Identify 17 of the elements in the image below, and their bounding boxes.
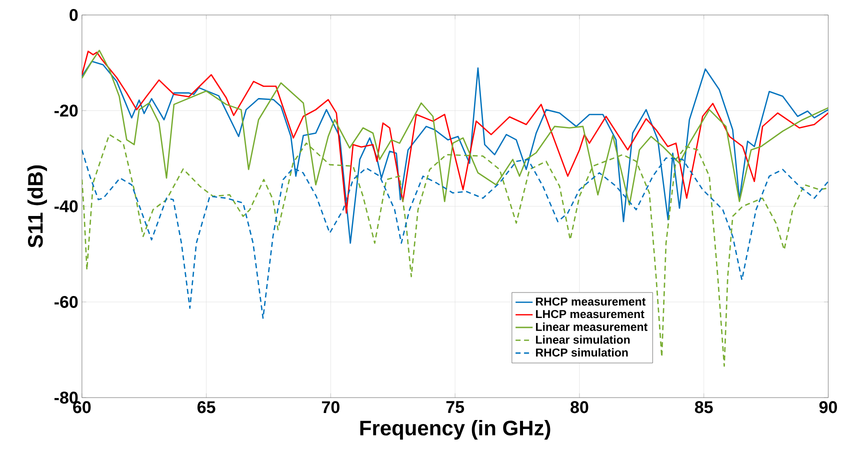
x-tick-label: 90 <box>819 401 837 414</box>
x-tick-label: 75 <box>446 401 464 414</box>
x-tick-label: 65 <box>197 401 216 414</box>
y-tick-label: 0 <box>70 9 78 22</box>
y-tick-label: -40 <box>54 200 78 213</box>
x-axis-title: Frequency (in GHz) <box>360 420 550 440</box>
x-tick-label: 70 <box>322 401 340 414</box>
legend-label: Linear measurement <box>536 322 648 332</box>
legend-label: RHCP simulation <box>536 348 628 357</box>
legend-label: Linear simulation <box>536 336 630 344</box>
y-tick-label: -60 <box>54 296 78 308</box>
legend-label: LHCP measurement <box>536 310 644 318</box>
y-tick-label: -20 <box>54 104 78 117</box>
x-tick-label: 80 <box>570 401 588 414</box>
x-tick-label: 85 <box>694 401 713 414</box>
y-axis-title: S11 (dB) <box>27 166 47 248</box>
legend-label: RHCP measurement <box>536 298 646 306</box>
